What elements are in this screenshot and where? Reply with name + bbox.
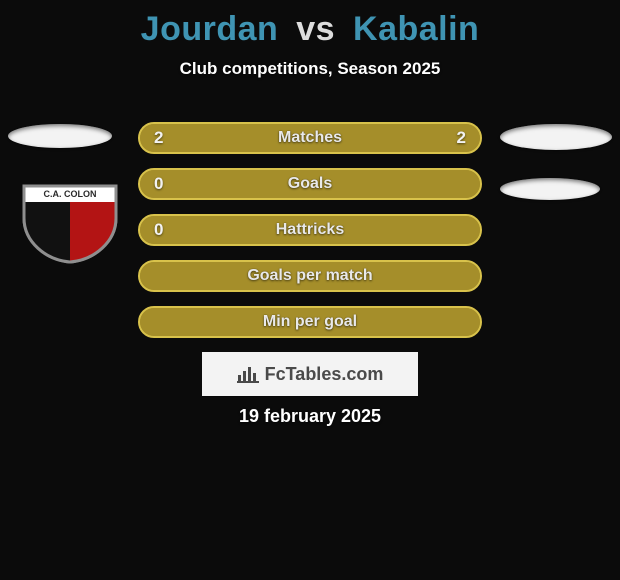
brand-text: FcTables.com	[265, 364, 384, 385]
stat-bar-fill	[140, 262, 480, 290]
stat-bar: 0Goals	[138, 168, 482, 200]
title-right: Kabalin	[353, 10, 479, 48]
stat-bar: 0Hattricks	[138, 214, 482, 246]
crest-text: C.A. COLON	[44, 189, 97, 199]
title-left: Jourdan	[141, 10, 279, 48]
date: 19 february 2025	[0, 406, 620, 427]
brand-badge[interactable]: FcTables.com	[202, 352, 418, 396]
stat-bar: Min per goal	[138, 306, 482, 338]
placeholder-ellipse	[500, 178, 600, 200]
stat-bar: Goals per match	[138, 260, 482, 292]
bar-chart-icon	[237, 365, 259, 383]
stat-bar-fill	[140, 170, 480, 198]
stat-rows: 22Matches 0Goals 0Hattricks Goals per match…	[138, 122, 482, 352]
subtitle: Club competitions, Season 2025	[0, 59, 620, 79]
placeholder-ellipse	[500, 124, 612, 150]
club-crest-colon: C.A. COLON	[20, 180, 120, 264]
stat-bar: 22Matches	[138, 122, 482, 154]
title-vs: vs	[296, 10, 335, 48]
placeholder-ellipse	[8, 124, 112, 148]
stat-bar-fill	[140, 216, 480, 244]
title: Jourdan vs Kabalin	[0, 0, 620, 49]
stats-card: Jourdan vs Kabalin Club competitions, Se…	[0, 0, 620, 580]
stat-bar-fill	[140, 308, 480, 336]
shield-icon: C.A. COLON	[20, 180, 120, 264]
stat-bar-fill	[140, 124, 480, 152]
